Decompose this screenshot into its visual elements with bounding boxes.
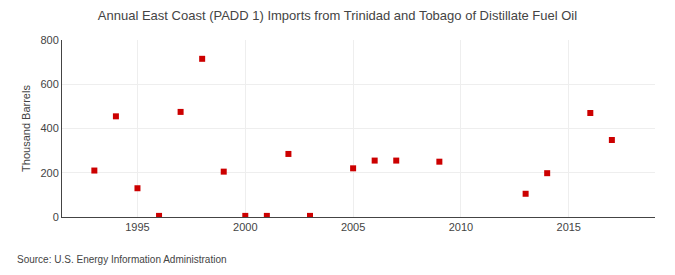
svg-text:2005: 2005 (341, 221, 365, 233)
svg-text:800: 800 (40, 34, 58, 46)
svg-text:400: 400 (40, 122, 58, 134)
svg-text:200: 200 (40, 167, 58, 179)
svg-text:2010: 2010 (449, 221, 473, 233)
svg-text:600: 600 (40, 78, 58, 90)
svg-text:Source: U.S. Energy Informatio: Source: U.S. Energy Information Administ… (17, 254, 227, 265)
svg-text:Thousand Barrels: Thousand Barrels (20, 85, 32, 172)
svg-text:Annual East Coast (PADD 1) Imp: Annual East Coast (PADD 1) Imports from … (98, 8, 577, 23)
svg-text:2015: 2015 (557, 221, 581, 233)
svg-text:0: 0 (53, 211, 59, 223)
svg-text:1995: 1995 (125, 221, 149, 233)
svg-text:2000: 2000 (233, 221, 257, 233)
